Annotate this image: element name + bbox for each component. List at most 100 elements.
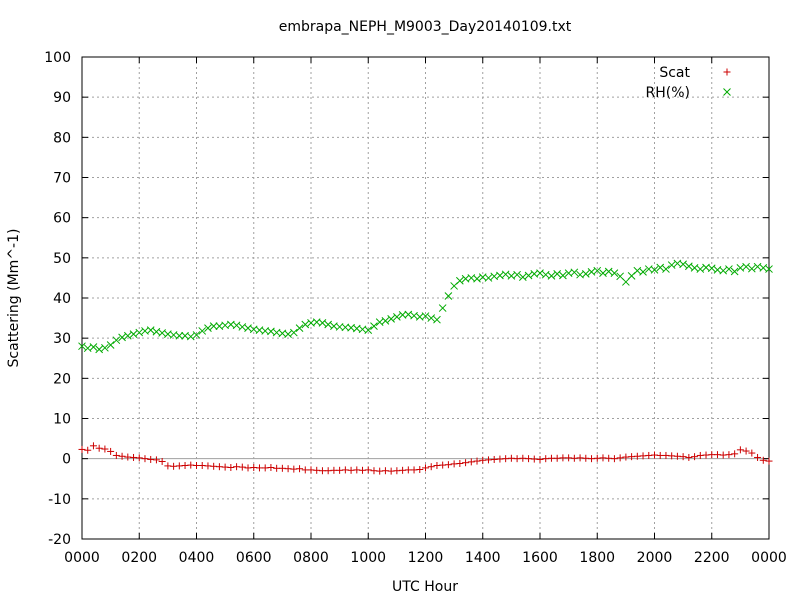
rh-point (742, 262, 750, 271)
rh-point (209, 322, 218, 330)
scat-point (112, 451, 120, 459)
rh-point (95, 345, 104, 354)
rh-point (387, 315, 396, 323)
rh-point (192, 331, 201, 339)
x-tick-label: 0000 (64, 550, 100, 566)
rh-point (719, 266, 728, 275)
scat-point (473, 457, 481, 465)
scat-point (685, 453, 693, 461)
scat-point (118, 452, 126, 460)
y-tick-label: 60 (53, 211, 71, 227)
x-tick-label: 1600 (522, 550, 558, 566)
scat-point (731, 450, 739, 458)
scat-point (748, 449, 756, 457)
scat-point (78, 445, 86, 453)
rh-point (679, 260, 687, 269)
y-tick-label: 100 (44, 50, 71, 66)
x-tick-label: 1000 (350, 550, 386, 566)
scat-point (416, 466, 424, 474)
rh-point (101, 343, 109, 352)
x-tick-label: 0600 (236, 550, 272, 566)
rh-point (381, 317, 390, 325)
y-axis-label: Scattering (Mm^-1) (6, 229, 22, 368)
rh-point (570, 268, 579, 277)
x-tick-label: 0200 (121, 550, 157, 566)
rh-point (89, 343, 98, 351)
rh-point (599, 269, 607, 277)
rh-point (106, 341, 115, 349)
rh-point (455, 276, 464, 285)
rh-point (518, 273, 527, 281)
rh-point (639, 268, 647, 276)
rh-point (501, 270, 510, 279)
y-tick-label: -10 (48, 492, 71, 508)
scat-point (238, 463, 246, 471)
scat-point (101, 445, 109, 453)
rh-point (553, 270, 562, 278)
rh-point (656, 263, 665, 272)
legend-label-scat: Scat (659, 65, 690, 81)
legend: Scat RH(%) (646, 65, 731, 101)
legend-marker-scat (723, 68, 731, 76)
scat-point (227, 464, 235, 472)
rh-point (78, 342, 86, 351)
rh-point (622, 278, 630, 286)
rh-point (747, 264, 756, 273)
rh-point (318, 319, 327, 327)
y-tick-label: 90 (53, 90, 71, 106)
rh-point (364, 326, 373, 334)
rh-point (473, 274, 481, 283)
rh-point (765, 265, 773, 273)
x-tick-label: 0400 (179, 550, 215, 566)
scat-point (725, 451, 733, 459)
rh-point (232, 321, 241, 330)
rh-point (393, 313, 401, 321)
rh-point (421, 312, 430, 320)
rh-point (112, 336, 121, 345)
rh-point (484, 274, 493, 282)
scat-point (427, 463, 435, 471)
legend-marker-scat-symbol (723, 68, 731, 76)
rh-point (524, 271, 533, 280)
scat-point (456, 459, 464, 467)
x-tick-label: 0800 (293, 550, 329, 566)
rh-point (146, 326, 155, 334)
rh-point (696, 265, 705, 273)
rh-point (444, 292, 453, 300)
rh-point (593, 266, 602, 275)
legend-marker-rh-symbol (723, 88, 731, 96)
scat-point (107, 447, 115, 455)
rh-point (513, 270, 521, 279)
plot-frame (81, 56, 770, 540)
y-tick-label: -20 (48, 532, 71, 548)
rh-point (604, 267, 613, 276)
legend-marker-rh (723, 88, 731, 96)
rh-point (204, 324, 212, 332)
rh-point (301, 320, 310, 329)
rh-point (547, 272, 556, 280)
scat-point (754, 453, 762, 461)
rh-point (118, 333, 126, 342)
y-tick-label: 10 (53, 412, 71, 428)
y-tick-label: 50 (53, 251, 71, 267)
scat-point (444, 461, 452, 469)
rh-point (684, 262, 693, 271)
rh-point (324, 320, 333, 329)
x-tick-label: 1200 (408, 550, 444, 566)
scat-point (742, 447, 750, 455)
rh-point (123, 331, 132, 340)
scat-point (616, 454, 624, 462)
x-tick-label: 1800 (579, 550, 615, 566)
rh-point (610, 269, 619, 277)
scat-point (84, 446, 92, 454)
rh-point (433, 315, 441, 324)
scat-point (422, 464, 429, 472)
scat-point (467, 458, 475, 466)
scat-point (462, 459, 470, 467)
scat-point (89, 442, 97, 450)
x-tick-label: 2000 (637, 550, 673, 566)
x-tick-label: 2200 (694, 550, 730, 566)
rh-point (438, 304, 447, 312)
scat-point (296, 465, 304, 473)
rh-point (725, 265, 733, 273)
